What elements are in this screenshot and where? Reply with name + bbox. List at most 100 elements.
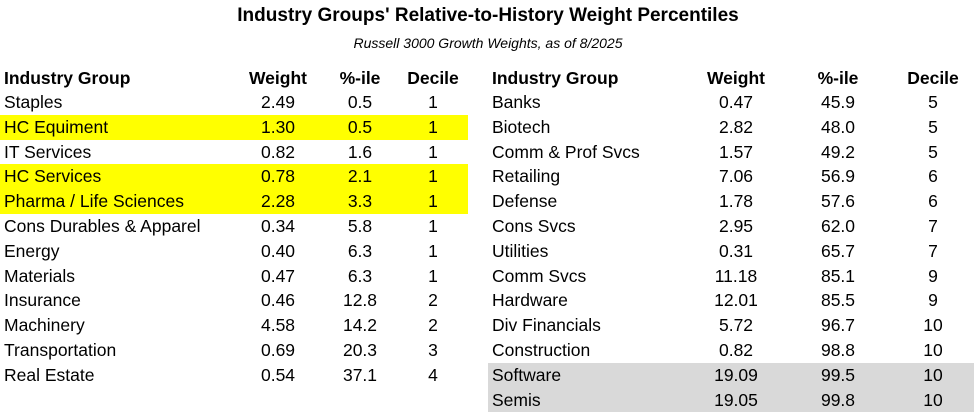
cell-weight: 0.40 [260,240,296,261]
table-row: Pharma / Life Sciences 2.28 3.3 1 [0,189,468,214]
cell-weight: 0.31 [718,240,754,261]
cell-percentile: 85.5 [820,290,856,311]
table-row: Staples 2.49 0.5 1 [0,90,468,115]
cell-industry-group: Biotech [492,116,551,137]
cell-decile: 1 [428,215,438,236]
table-row: Cons Svcs 2.95 62.0 7 [488,214,974,239]
column-header-decile: Decile [907,68,959,88]
table-row: Retailing 7.06 56.9 6 [488,164,974,189]
cell-weight: 19.05 [684,387,784,413]
table-row: Div Financials 5.72 96.7 10 [488,313,974,338]
cell-weight: 11.18 [714,265,758,286]
cell-industry-group: IT Services [4,141,92,162]
cell-decile: 1 [428,141,438,162]
cell-industry-group: Pharma / Life Sciences [0,189,230,214]
cell-weight: 0.47 [260,265,296,286]
cell-percentile: 48.0 [820,116,856,137]
column-header-group: Industry Group [4,68,131,88]
column-header-group: Industry Group [492,68,619,88]
table-row: Software 19.09 99.5 10 [488,362,974,388]
cell-decile: 1 [394,189,468,214]
cell-industry-group: Hardware [492,290,568,311]
cell-decile: 6 [928,191,938,212]
table-row: Comm & Prof Svcs 1.57 49.2 5 [488,140,974,165]
table-row: Defense 1.78 57.6 6 [488,189,974,214]
cell-decile: 1 [394,164,468,190]
cell-percentile: 45.9 [820,92,856,112]
column-header-decile: Decile [407,68,459,88]
cell-weight: 0.34 [260,215,296,236]
table-row: Cons Durables & Apparel 0.34 5.8 1 [0,214,468,239]
column-header-pctile: %-ile [339,68,381,88]
header-row: Industry Group Weight %-ile Decile [0,66,468,90]
cell-weight: 1.78 [718,191,754,212]
cell-industry-group: Software [488,362,684,388]
cell-weight: 0.54 [260,364,296,385]
cell-decile: 6 [928,166,938,187]
table-row: Hardware 12.01 85.5 9 [488,288,974,313]
left-table: Industry Group Weight %-ile Decile Stapl… [0,66,468,388]
cell-industry-group: Retailing [492,166,561,187]
cell-percentile: 6.3 [347,240,373,261]
cell-weight: 0.69 [260,339,296,360]
cell-weight: 2.49 [260,92,296,112]
cell-weight: 19.09 [684,362,784,388]
cell-industry-group: HC Equiment [0,114,230,140]
table-row: Real Estate 0.54 37.1 4 [0,363,468,388]
cell-percentile: 0.5 [322,114,394,140]
cell-decile: 2 [428,290,438,311]
cell-percentile: 85.1 [820,265,856,286]
cell-percentile: 14.2 [342,315,378,336]
table-row: IT Services 0.82 1.6 1 [0,140,468,165]
cell-decile: 10 [888,362,974,388]
cell-decile: 9 [928,265,938,286]
cell-weight: 0.82 [260,141,296,162]
cell-decile: 9 [928,290,938,311]
header-row: Industry Group Weight %-ile Decile [488,66,974,90]
cell-weight: 1.57 [718,141,754,162]
cell-decile: 7 [928,240,938,261]
cell-weight: 2.95 [718,215,754,236]
cell-weight: 2.28 [230,189,322,214]
cell-decile: 7 [928,215,938,236]
right-table-body: Banks 0.47 45.9 5 Biotech 2.82 48.0 5 Comm & Pro… [488,90,974,413]
cell-industry-group: Comm & Prof Svcs [492,141,640,162]
cell-industry-group: Semis [488,387,684,413]
table-row: Banks 0.47 45.9 5 [488,90,974,115]
cell-decile: 1 [428,265,438,286]
cell-decile: 2 [428,315,438,336]
column-header-weight: Weight [248,68,307,88]
cell-decile: 1 [394,114,468,140]
table-row: Materials 0.47 6.3 1 [0,264,468,289]
cell-percentile: 57.6 [820,191,856,212]
cell-industry-group: Energy [4,240,60,261]
cell-weight: 0.78 [230,164,322,190]
cell-industry-group: Banks [492,92,541,112]
cell-weight: 1.30 [230,114,322,140]
cell-industry-group: Real Estate [4,364,95,385]
cell-industry-group: Div Financials [492,315,601,336]
cell-percentile: 20.3 [342,339,378,360]
cell-percentile: 98.8 [820,339,856,360]
cell-weight: 12.01 [714,290,758,311]
table-row: Comm Svcs 11.18 85.1 9 [488,264,974,289]
cell-percentile: 5.8 [347,215,373,236]
cell-industry-group: Comm Svcs [492,265,587,286]
cell-industry-group: Cons Svcs [492,215,576,236]
cell-percentile: 6.3 [347,265,373,286]
table-row: Machinery 4.58 14.2 2 [0,313,468,338]
table-row: Transportation 0.69 20.3 3 [0,338,468,363]
cell-decile: 5 [928,141,938,162]
cell-percentile: 1.6 [347,141,373,162]
cell-weight: 2.82 [718,116,754,137]
table-row: Utilities 0.31 65.7 7 [488,239,974,264]
cell-decile: 5 [928,116,938,137]
cell-percentile: 56.9 [820,166,856,187]
cell-decile: 10 [923,339,943,360]
cell-percentile: 65.7 [820,240,856,261]
cell-percentile: 3.3 [322,189,394,214]
cell-decile: 3 [428,339,438,360]
cell-industry-group: Utilities [492,240,549,261]
cell-percentile: 2.1 [322,164,394,190]
cell-industry-group: Materials [4,265,75,286]
